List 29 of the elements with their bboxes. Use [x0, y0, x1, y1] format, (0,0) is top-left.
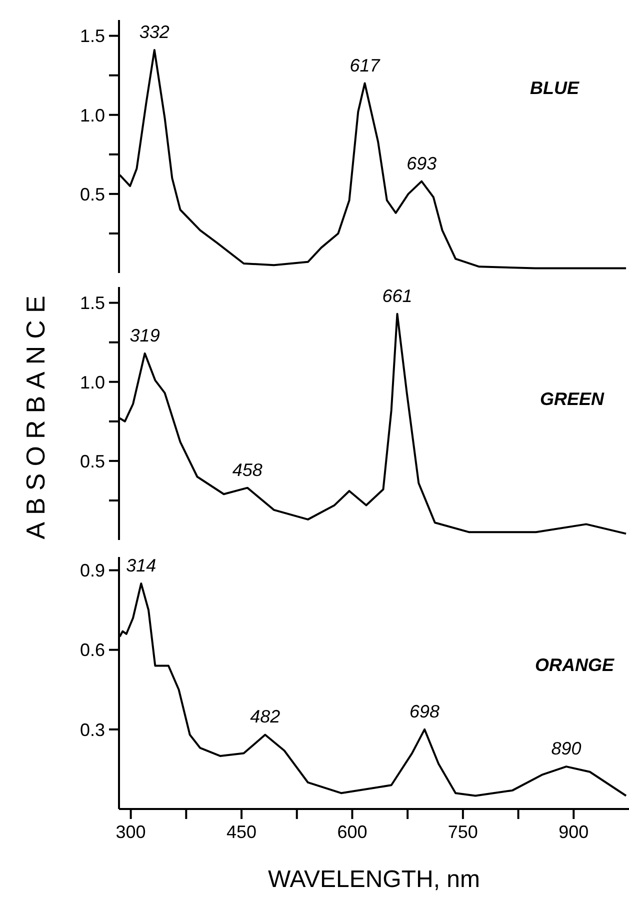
annotation: 314 [126, 556, 156, 576]
y-tick-label: 1.0 [80, 105, 105, 126]
annotation: 890 [551, 738, 582, 759]
text: BLUE [530, 78, 579, 99]
x-tick-label: 750 [448, 822, 478, 842]
annotation: 698 [410, 701, 440, 722]
y-tick-label: 0.5 [80, 184, 105, 204]
text: GREEN [540, 389, 604, 410]
x-tick-label: 600 [337, 822, 368, 842]
annotation: 458 [232, 460, 262, 480]
annotation: 617 [350, 55, 381, 76]
annotation: 482 [250, 706, 280, 727]
y-tick-label: 0.3 [80, 720, 105, 740]
annotation: 319 [130, 325, 160, 346]
annotation: 332 [139, 22, 170, 42]
x-axis-title: WAVELENGTH, nm [268, 866, 480, 893]
y-tick-label: 0.9 [80, 560, 105, 581]
y-tick-label: 0.5 [80, 451, 105, 472]
annotation: 693 [406, 153, 437, 174]
x-tick-label: 300 [116, 822, 146, 842]
y-axis-title: ABSORBANCE [20, 288, 52, 539]
y-tick-label: 1.5 [80, 293, 105, 314]
text: ORANGE [535, 655, 614, 676]
x-tick-label: 450 [226, 822, 257, 842]
x-tick-label: 900 [558, 822, 589, 842]
y-tick-label: 1.0 [80, 372, 105, 392]
annotation: 661 [382, 286, 412, 306]
y-tick-label: 1.5 [80, 26, 105, 46]
y-tick-label: 0.6 [80, 640, 105, 660]
